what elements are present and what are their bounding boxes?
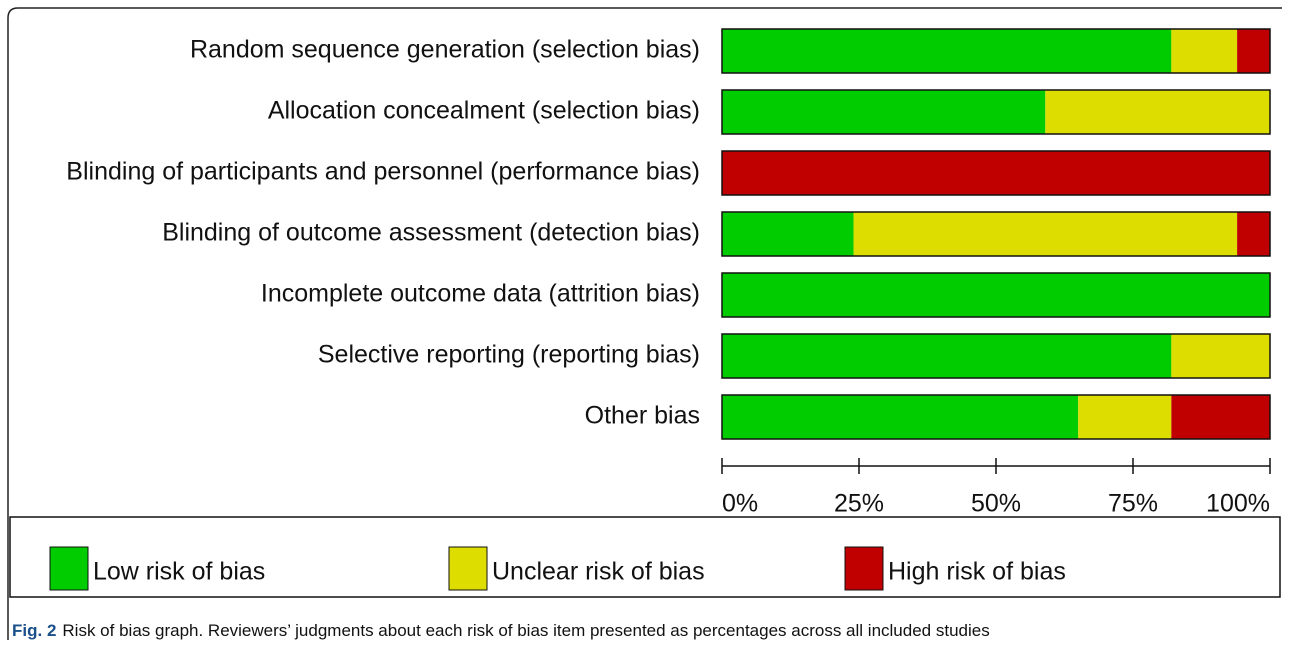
bar-outline xyxy=(721,394,1271,440)
x-tick-label: 75% xyxy=(1108,490,1158,518)
bar-segment xyxy=(722,273,1270,317)
bar-segment xyxy=(1237,212,1270,256)
bar-segment xyxy=(1078,395,1172,439)
x-tick-label: 100% xyxy=(1206,490,1270,518)
bar-segment xyxy=(722,395,1079,439)
caption-label: Fig. 2 xyxy=(12,621,56,640)
category-label: Other bias xyxy=(585,402,700,430)
legend-swatch xyxy=(49,546,89,591)
x-tick-label: 0% xyxy=(722,490,758,518)
caption-text: Risk of bias graph. Reviewers’ judgments… xyxy=(62,621,989,640)
x-tick-label: 50% xyxy=(971,490,1021,518)
bar-segment xyxy=(722,212,854,256)
bar-segment xyxy=(853,212,1238,256)
caption: Fig. 2 Risk of bias graph. Reviewers’ jud… xyxy=(12,621,990,640)
bar-outline xyxy=(721,333,1271,379)
bar-outline xyxy=(721,150,1271,196)
legend-swatch xyxy=(448,546,488,591)
bar-segment xyxy=(1171,395,1270,439)
legend-swatch xyxy=(844,546,884,591)
category-label: Allocation concealment (selection bias) xyxy=(268,97,700,125)
legend-label: Unclear risk of bias xyxy=(492,558,705,586)
bar-segment xyxy=(722,29,1172,73)
category-label: Incomplete outcome data (attrition bias) xyxy=(261,280,700,308)
bar-segment xyxy=(722,334,1172,378)
frame xyxy=(7,7,1282,640)
bar-outline xyxy=(721,89,1271,135)
bar-segment xyxy=(1045,90,1270,134)
category-label: Blinding of outcome assessment (detectio… xyxy=(162,219,700,247)
bar-segment xyxy=(722,151,1270,195)
bar-segment xyxy=(1171,29,1238,73)
category-label: Random sequence generation (selection bi… xyxy=(190,36,700,64)
bar-outline xyxy=(721,28,1271,74)
bar-segment xyxy=(1237,29,1270,73)
legend-label: High risk of bias xyxy=(888,558,1066,586)
bar-segment xyxy=(722,90,1046,134)
bar-outline xyxy=(721,211,1271,257)
x-tick-label: 25% xyxy=(834,490,884,518)
category-label: Selective reporting (reporting bias) xyxy=(318,341,700,369)
legend-label: Low risk of bias xyxy=(93,558,265,586)
bar-segment xyxy=(1171,334,1270,378)
bar-outline xyxy=(721,272,1271,318)
category-label: Blinding of participants and personnel (… xyxy=(66,158,700,186)
legend-box xyxy=(9,516,1281,598)
